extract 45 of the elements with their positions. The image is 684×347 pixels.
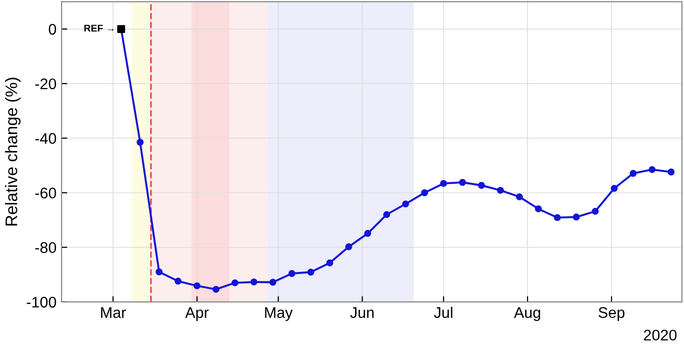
x-tick-label: May	[265, 307, 293, 321]
point	[610, 184, 618, 192]
y-axis-title: Relative change (%)	[5, 78, 21, 226]
x-tick-label: Apr	[185, 307, 209, 321]
y-tick-label: -100	[26, 296, 56, 308]
point	[630, 170, 637, 177]
point	[231, 279, 238, 286]
point	[668, 168, 675, 176]
point	[364, 230, 372, 237]
point	[383, 211, 390, 218]
point	[174, 278, 182, 285]
annotation: REF →	[84, 24, 114, 32]
point	[156, 268, 163, 276]
x-tick-label: Jun	[350, 307, 374, 318]
point	[269, 278, 276, 286]
point	[478, 182, 485, 189]
text: 2020	[644, 330, 677, 341]
point	[345, 243, 352, 250]
x-tick-label: Aug	[514, 307, 540, 321]
point	[554, 214, 561, 222]
point	[421, 189, 428, 196]
y-tick-label: -60	[35, 188, 56, 198]
point	[136, 138, 144, 146]
point	[194, 282, 200, 290]
point	[250, 278, 258, 286]
x-tick-label: Mar	[101, 307, 126, 318]
x-tick-label: Sep	[598, 307, 624, 321]
point	[572, 214, 580, 220]
point	[648, 166, 656, 174]
point	[288, 270, 296, 277]
point	[516, 193, 523, 200]
point	[496, 186, 504, 194]
y-tick-label: -40	[35, 133, 56, 144]
point	[326, 259, 334, 266]
point	[459, 178, 466, 186]
y-tick-label: -80	[35, 242, 56, 254]
point	[307, 268, 314, 276]
y-tick-label: -20	[35, 78, 56, 90]
point	[402, 200, 410, 208]
x-tick-label: Jul	[434, 306, 452, 318]
point	[534, 205, 542, 212]
y-tick-label: 0	[48, 24, 56, 35]
point	[592, 208, 599, 215]
point	[440, 180, 448, 187]
point	[212, 286, 220, 293]
